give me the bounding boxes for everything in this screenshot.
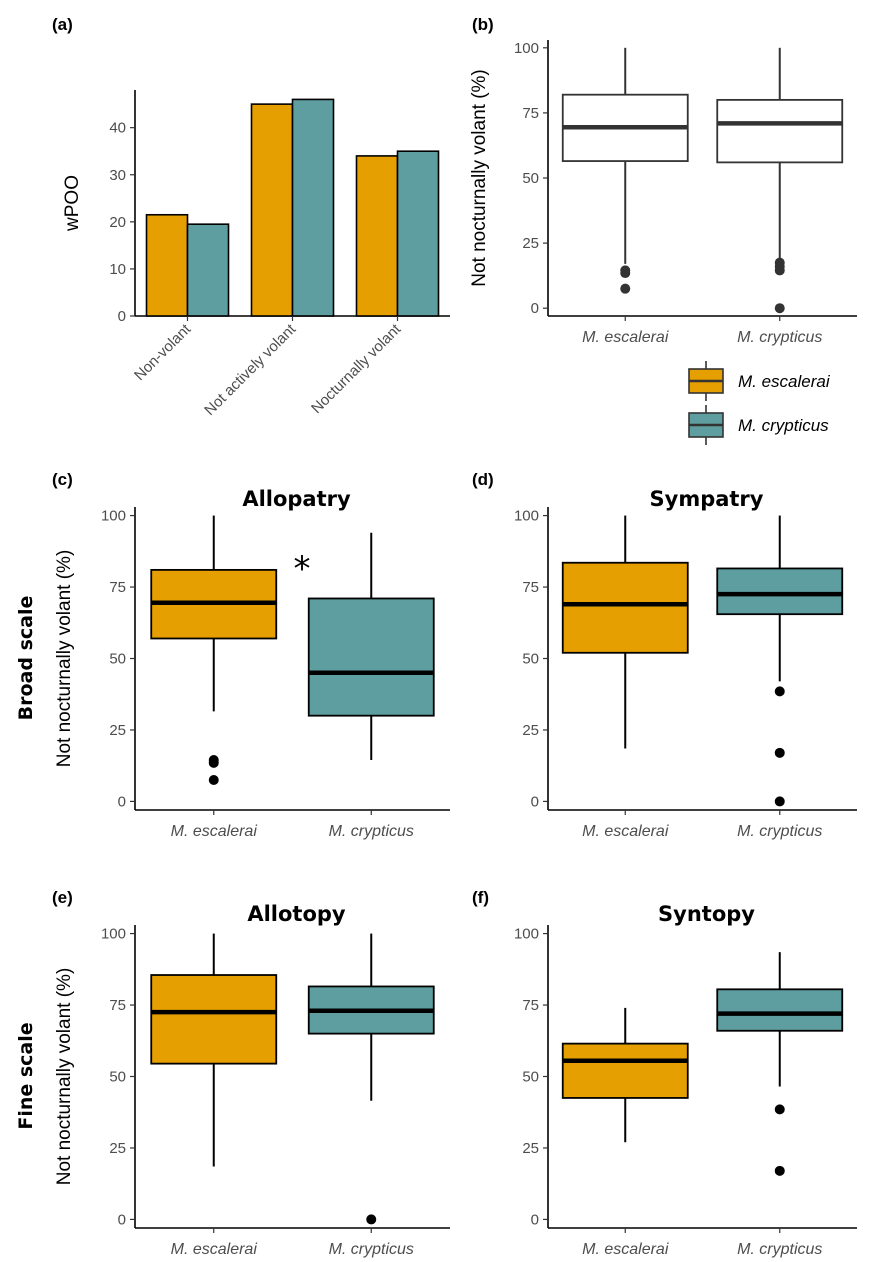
- y-axis-title: Not nocturnally volant (%): [469, 69, 490, 287]
- bar-escalerai: [355, 155, 399, 317]
- y-tick-label: 25: [522, 722, 539, 739]
- box-escalerai: [561, 561, 689, 654]
- y-tick-label: 25: [109, 1140, 126, 1157]
- y-axis-title: wPOO: [62, 175, 83, 232]
- y-tick-label: 75: [522, 997, 539, 1014]
- y-tick-label: 0: [118, 793, 126, 810]
- outlier-point: [366, 1214, 377, 1225]
- y-tick-label: 0: [531, 1211, 539, 1228]
- row-label-fine-scale: Fine scale: [15, 1022, 37, 1129]
- legend-label: M. crypticus: [738, 416, 829, 435]
- y-tick-label: 0: [118, 1211, 126, 1228]
- panel-title: Syntopy: [658, 902, 755, 926]
- outlier-point: [620, 268, 631, 279]
- box-escalerai: [561, 1042, 689, 1099]
- y-axis-title: Not nocturnally volant (%): [54, 968, 75, 1186]
- bar-crypticus: [186, 223, 230, 317]
- y-tick-label: 50: [522, 170, 539, 187]
- panel-title: Allopatry: [242, 487, 351, 511]
- y-tick-label: 100: [101, 926, 126, 943]
- x-tick-label: M. escalerai: [582, 329, 669, 346]
- x-tick-label: Nocturnally volant: [308, 320, 405, 417]
- bar-escalerai: [250, 103, 294, 317]
- panel-label: (e): [52, 888, 73, 907]
- box-crypticus: [716, 567, 844, 616]
- panel-label: (d): [472, 470, 494, 489]
- x-tick-label: M. crypticus: [737, 823, 822, 840]
- box-crypticus: [716, 988, 844, 1032]
- x-tick-label: M. crypticus: [329, 823, 414, 840]
- panel-title: Sympatry: [650, 487, 764, 511]
- y-tick-label: 25: [522, 235, 539, 252]
- x-tick-label: M. escalerai: [582, 823, 669, 840]
- x-tick-label: M. escalerai: [582, 1241, 669, 1258]
- outlier-point: [208, 757, 219, 768]
- outlier-point: [774, 796, 785, 807]
- y-tick-label: 50: [109, 651, 126, 668]
- y-tick-label: 10: [109, 261, 126, 278]
- legend-label: M. escalerai: [738, 372, 831, 391]
- panel-label: (a): [52, 15, 73, 34]
- outlier-point: [774, 265, 785, 276]
- y-tick-label: 40: [109, 120, 126, 137]
- box-crypticus: [307, 597, 435, 717]
- outlier-point: [774, 1104, 785, 1115]
- y-tick-label: 25: [109, 722, 126, 739]
- box-crypticus: [716, 98, 844, 164]
- bar-crypticus: [291, 98, 335, 317]
- panel-f: (f) Syntopy 0 25 50 75 100 M. escalerai M. crypt…: [472, 888, 857, 1258]
- outlier-point: [774, 1165, 785, 1176]
- x-tick-label: M. crypticus: [737, 329, 822, 346]
- y-axis-title: Not nocturnally volant (%): [54, 550, 75, 768]
- y-tick-label: 50: [109, 1069, 126, 1086]
- x-tick-label: M. escalerai: [171, 823, 258, 840]
- panel-label: (f): [472, 888, 489, 907]
- y-tick-label: 0: [118, 308, 126, 325]
- y-tick-label: 0: [531, 793, 539, 810]
- y-tick-label: 100: [101, 508, 126, 525]
- y-tick-label: 100: [514, 926, 539, 943]
- y-tick-label: 100: [514, 508, 539, 525]
- significance-star: *: [294, 549, 311, 589]
- y-tick-label: 100: [514, 40, 539, 57]
- y-tick-label: 30: [109, 167, 126, 184]
- x-tick-label: M. escalerai: [171, 1241, 258, 1258]
- y-tick-label: 25: [522, 1140, 539, 1157]
- x-tick-label: Not actively volant: [201, 320, 300, 419]
- bar-escalerai: [145, 213, 189, 317]
- panel-title: Allotopy: [247, 902, 346, 926]
- outlier-point: [774, 686, 785, 697]
- row-label-broad-scale: Broad scale: [15, 596, 37, 721]
- y-tick-label: 75: [109, 579, 126, 596]
- box-escalerai: [150, 974, 278, 1065]
- y-tick-label: 20: [109, 214, 126, 231]
- x-tick-label: Non-volant: [131, 320, 195, 384]
- outlier-point: [620, 283, 631, 294]
- panel-d: (d) Sympatry 0 25 50 75 100 M. escalerai M. cryp…: [472, 470, 857, 840]
- panel-a: (a) 0 10 20 30 40 wPOO Non-volant Not actively v…: [52, 15, 450, 419]
- panel-label: (c): [52, 470, 73, 489]
- y-tick-label: 75: [522, 579, 539, 596]
- panel-b: (b) 0 25 50 75 100 Not nocturnally volant (%) M…: [469, 15, 857, 346]
- x-tick-label: M. crypticus: [737, 1241, 822, 1258]
- y-tick-label: 75: [109, 997, 126, 1014]
- outlier-point: [774, 303, 785, 314]
- outlier-point: [774, 747, 785, 758]
- y-tick-label: 50: [522, 651, 539, 668]
- panel-e: (e) Allotopy 0 25 50 75 100 Not nocturnally vol…: [52, 888, 450, 1258]
- x-tick-label: M. crypticus: [329, 1241, 414, 1258]
- legend: M. escalerai M. crypticus: [688, 361, 831, 445]
- outlier-point: [208, 774, 219, 785]
- y-tick-label: 50: [522, 1069, 539, 1086]
- panel-c: (c) Allopatry 0 25 50 75 100 Not nocturnally vo…: [52, 470, 450, 840]
- y-tick-label: 75: [522, 105, 539, 122]
- panel-label: (b): [472, 15, 494, 34]
- bar-crypticus: [396, 150, 440, 317]
- y-tick-label: 0: [531, 300, 539, 317]
